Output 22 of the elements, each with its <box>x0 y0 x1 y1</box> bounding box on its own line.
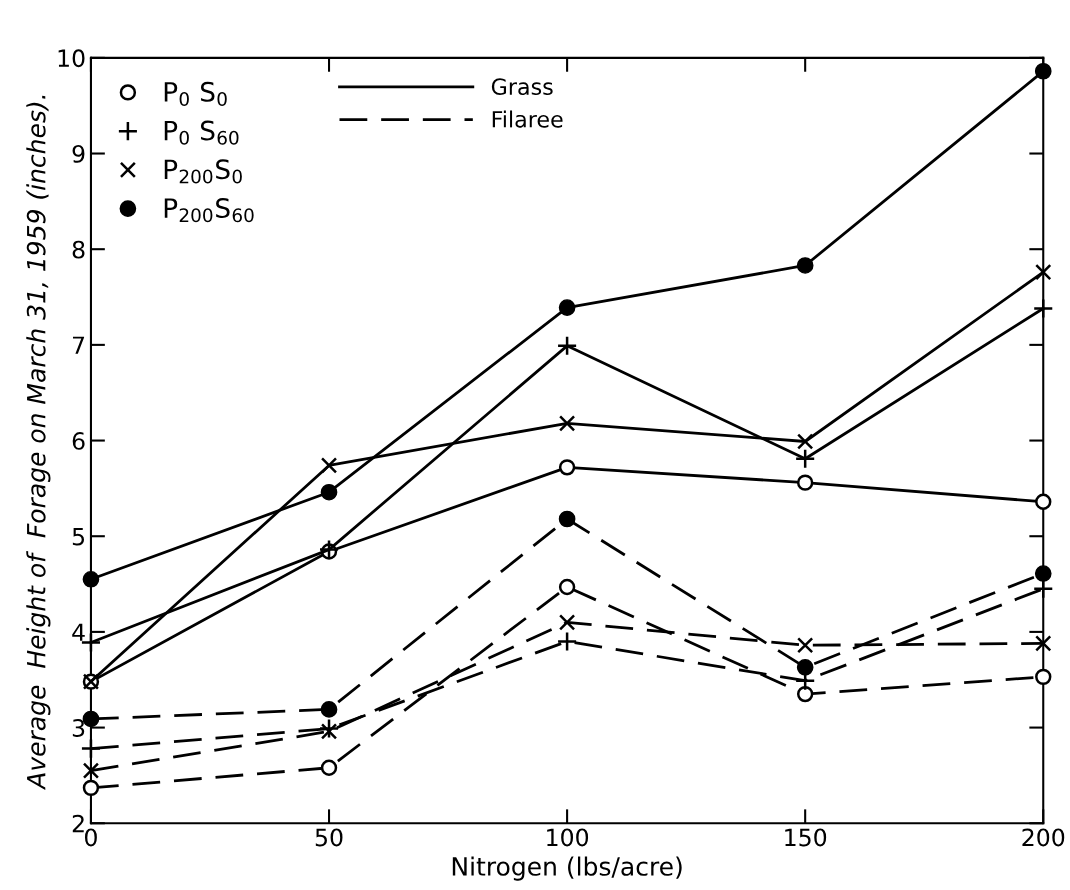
x-tick-label: 0 <box>85 828 97 847</box>
y-tick-label: 10 <box>58 49 85 68</box>
x-tick-label: 200 <box>1022 828 1065 847</box>
y-tick-label: 8 <box>72 240 85 259</box>
x-tick-label: 100 <box>547 828 589 847</box>
y-tick-label: 9 <box>72 144 85 163</box>
annotation: Grass <box>491 78 553 96</box>
legend-label: P$_{0}$ S$_{60}$ <box>164 120 239 145</box>
legend-label: P$_{200}$S$_{60}$ <box>164 198 254 223</box>
y-tick-label: 5 <box>72 527 85 546</box>
y-tick-label: 7 <box>73 336 85 354</box>
y-tick-label: 3 <box>72 719 85 737</box>
x-tick-label: 150 <box>785 828 827 847</box>
y-tick-label: 4 <box>72 623 85 641</box>
y-axis-title: Average Height of Forage on March 31, 1959 (inches). <box>26 95 51 791</box>
annotation: Filaree <box>492 110 563 128</box>
x-tick-label: 50 <box>315 828 343 847</box>
x-axis-title: Nitrogen (lbs/acre) <box>452 856 682 881</box>
legend-label: P$_{200}$S$_{0}$ <box>164 159 242 184</box>
legend-label: P$_{0}$ S$_{0}$ <box>164 81 227 107</box>
y-tick-label: 2 <box>72 814 84 833</box>
y-tick-label: 6 <box>72 432 85 450</box>
